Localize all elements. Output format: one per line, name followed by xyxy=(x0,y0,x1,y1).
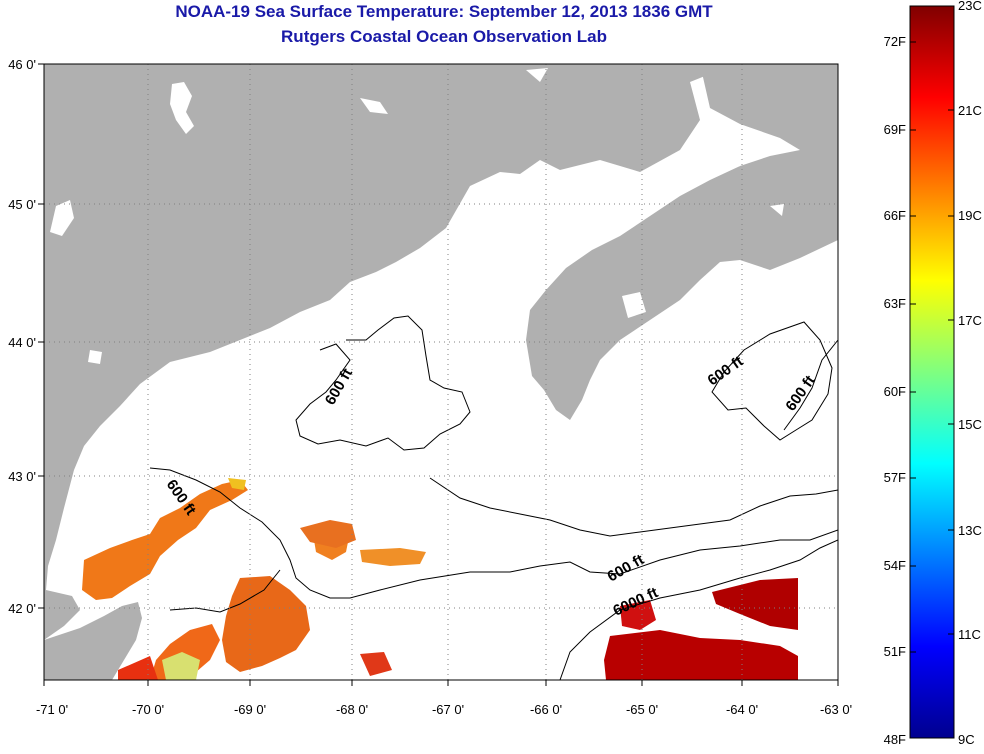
colorbar-c-label: 11C xyxy=(958,627,981,642)
lat-tick-label: 42 0' xyxy=(8,601,36,616)
lon-tick-label: -69 0' xyxy=(234,702,266,717)
lon-tick-label: -70 0' xyxy=(132,702,164,717)
map-subtitle: Rutgers Coastal Ocean Observation Lab xyxy=(281,27,607,46)
colorbar-f-label: 69F xyxy=(884,122,906,137)
colorbar-f-label: 63F xyxy=(884,296,906,311)
lon-tick-label: -63 0' xyxy=(820,702,852,717)
colorbar-c-label: 9C xyxy=(958,732,975,747)
colorbar-f-label: 54F xyxy=(884,558,906,573)
colorbar-c-label: 15C xyxy=(958,417,982,432)
lat-tick-label: 45 0' xyxy=(8,197,36,212)
map-area: 600 ft 600 ft 600 ft 600 ft 600 ft 6000 … xyxy=(44,64,838,680)
bathymetry-contours xyxy=(149,315,838,680)
colorbar-f-label: 57F xyxy=(884,470,906,485)
map-title: NOAA-19 Sea Surface Temperature: Septemb… xyxy=(175,2,713,21)
colorbar-c-label: 19C xyxy=(958,208,982,223)
lon-tick-label: -68 0' xyxy=(336,702,368,717)
lat-tick-label: 44 0' xyxy=(8,335,36,350)
lon-tick-label: -66 0' xyxy=(530,702,562,717)
bay-of-fundy xyxy=(500,160,740,290)
lat-tick-label: 46 0' xyxy=(8,57,36,72)
colorbar xyxy=(909,5,955,739)
lon-tick-label: -64 0' xyxy=(726,702,758,717)
map-frame xyxy=(43,63,839,681)
colorbar-f-label: 60F xyxy=(884,384,906,399)
colorbar-f-label: 66F xyxy=(884,208,906,223)
colorbar-f-label: 72F xyxy=(884,34,906,49)
lakes xyxy=(50,68,784,364)
lon-tick-label: -65 0' xyxy=(626,702,658,717)
lat-tick-label: 43 0' xyxy=(8,469,36,484)
land xyxy=(44,64,838,680)
colorbar-c-label: 21C xyxy=(958,103,982,118)
lon-tick-label: -71 0' xyxy=(36,702,68,717)
colorbar-f-label: 51F xyxy=(884,644,906,659)
colorbar-c-label: 13C xyxy=(958,523,982,538)
lon-tick-label: -67 0' xyxy=(432,702,464,717)
colorbar-ticks xyxy=(910,5,954,739)
colorbar-c-label: 17C xyxy=(958,313,982,328)
colorbar-f-label: 48F xyxy=(884,732,906,747)
axis-ticks xyxy=(38,63,839,686)
colorbar-c-label: 23C xyxy=(958,0,982,13)
sst-hot-offshore xyxy=(604,578,798,680)
